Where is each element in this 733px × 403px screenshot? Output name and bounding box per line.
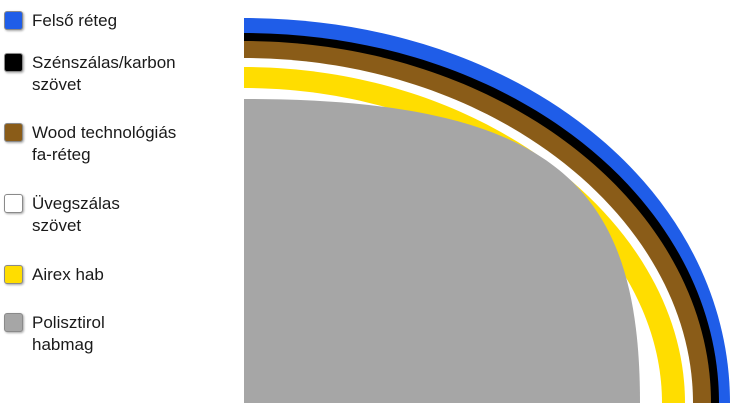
legend-item-glass: Üvegszálas szövet [4, 193, 120, 237]
legend-label-glass: Üvegszálas szövet [32, 194, 120, 235]
legend-label-wood: Wood technológiás fa-réteg [32, 123, 177, 164]
legend-item-airex: Airex hab [4, 264, 104, 286]
legend-label-carbon: Szénszálas/karbon szövet [32, 53, 176, 94]
legend-item-top-layer: Felső réteg [4, 10, 117, 32]
legend-item-wood: Wood technológiás fa-réteg [4, 122, 176, 166]
legend-item-polystyrene: Polisztirol habmag [4, 312, 105, 356]
legend-label-polystyrene: Polisztirol habmag [32, 313, 105, 354]
swatch-polystyrene [4, 313, 23, 332]
swatch-carbon [4, 53, 23, 72]
legend-label-airex: Airex hab [32, 265, 104, 284]
swatch-glass [4, 194, 23, 213]
swatch-top-layer [4, 11, 23, 30]
legend-item-carbon: Szénszálas/karbon szövet [4, 52, 176, 96]
swatch-wood [4, 123, 23, 142]
layer-core-grey [244, 99, 640, 403]
legend-label-top-layer: Felső réteg [32, 11, 118, 30]
swatch-airex [4, 265, 23, 284]
legend: Felső réteg Szénszálas/karbon szövet Woo… [0, 0, 240, 403]
